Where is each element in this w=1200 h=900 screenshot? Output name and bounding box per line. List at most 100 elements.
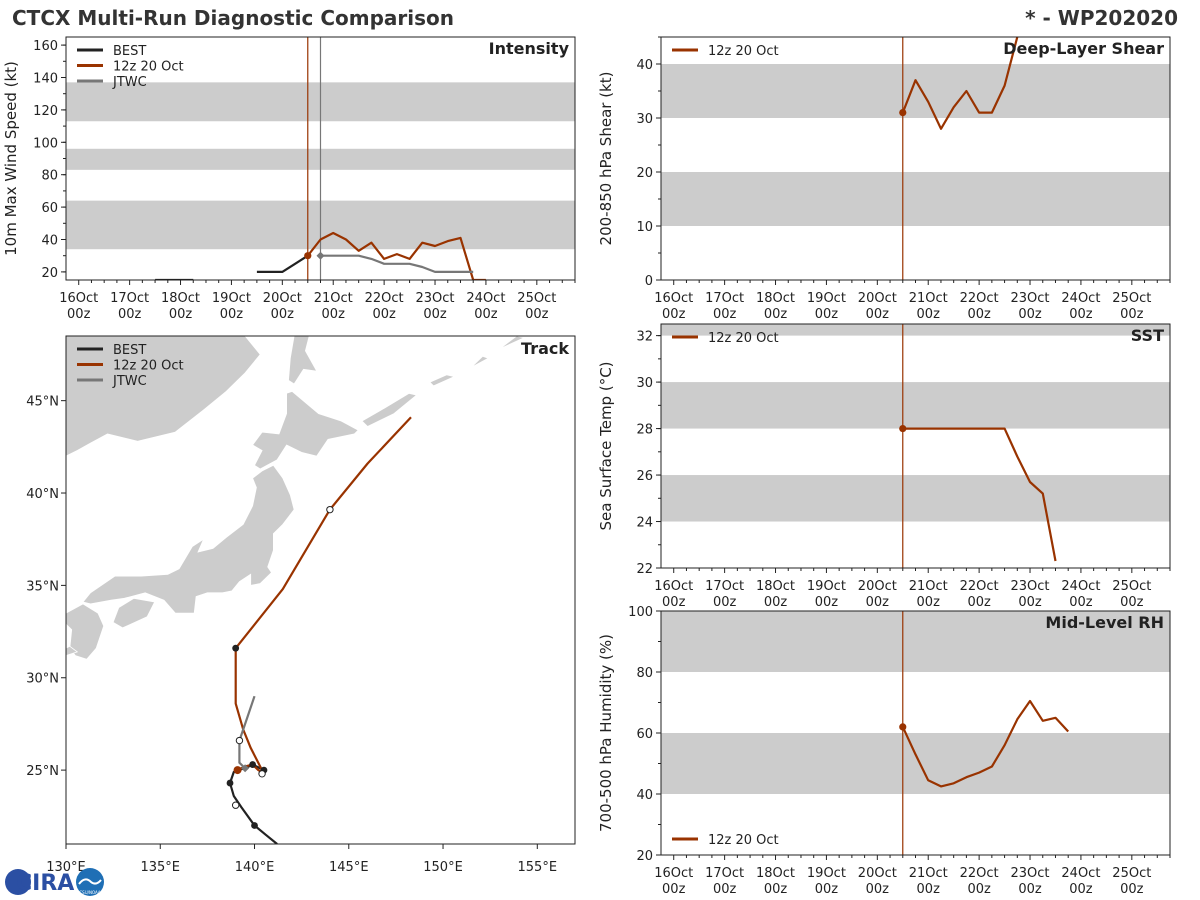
sst-title: SST [1131, 326, 1164, 345]
shear-ytick-label: 20 [636, 166, 653, 181]
sst-frame [660, 323, 1171, 569]
logo-wave-icon [78, 878, 102, 885]
rh-legend-label: 12z 20 Oct [708, 833, 779, 848]
track-point-open [235, 736, 244, 745]
sst-xtick-hour: 00z [1069, 595, 1093, 610]
intensity-xtick-hour: 00z [525, 307, 549, 322]
track-point-open [326, 505, 334, 514]
sst-marker-12z-20-oct [899, 424, 907, 433]
shear-xtick-hour: 00z [815, 307, 839, 322]
track-point-filled [251, 822, 258, 829]
sst-xtick-day: 22Oct [960, 579, 999, 594]
sst-xtick-day: 24Oct [1061, 579, 1100, 594]
kurils-shape [361, 392, 418, 427]
rh-xtick-hour: 00z [764, 882, 788, 897]
intensity-panel: 20 40 60 80 100 120 140 160 10m Max Wind Speed (… [2, 36, 576, 322]
intensity-xtick-hour: 00z [271, 307, 295, 322]
track-ytick-label: 30°N [26, 672, 59, 687]
intensity-legend-label: JTWC [112, 75, 147, 90]
intensity-xtick-hour: 00z [169, 307, 193, 322]
track-panel: 130°E 135°E 140°E 145°E 150°E 155°E 25°N 30°N 35… [26, 335, 576, 875]
shear-xtick-day: 17Oct [705, 291, 744, 306]
shear-xtick-day: 19Oct [807, 291, 846, 306]
shikoku-shape [112, 597, 156, 629]
figure-title: CTCX Multi-Run Diagnostic Comparison [12, 6, 454, 30]
intensity-legend-label: BEST [113, 44, 146, 59]
sst-ytick-label: 30 [636, 376, 653, 391]
shear-xtick-day: 21Oct [909, 291, 948, 306]
intensity-marker-jtwc [316, 251, 325, 260]
shear-xtick-hour: 00z [713, 307, 737, 322]
track-title: Track [521, 339, 569, 358]
rh-xtick-day: 23Oct [1011, 866, 1050, 881]
sst-xtick-hour: 00z [764, 595, 788, 610]
track-xtick-label: 130°E [46, 860, 86, 875]
intensity-xtick-hour: 00z [474, 307, 498, 322]
track-marker-jtwc [241, 764, 250, 773]
intensity-ytick-label: 60 [41, 201, 58, 216]
sst-band [661, 382, 1170, 429]
track-point-open [231, 801, 240, 809]
land-group [66, 336, 526, 660]
intensity-ytick-label: 120 [33, 104, 58, 119]
kuril-island-shape [429, 374, 456, 387]
sst-ytick-label: 26 [636, 469, 653, 484]
track-point-open [258, 770, 266, 778]
shear-xtick-day: 16Oct [654, 291, 693, 306]
rh-xtick-hour: 00z [1018, 882, 1042, 897]
cira-logo: CIRA CSU/NOAA [5, 868, 104, 896]
sst-xtick-day: 19Oct [807, 579, 846, 594]
track-point-filled [226, 779, 234, 787]
track-xtick-label: 145°E [329, 860, 369, 875]
rh-xtick-day: 17Oct [705, 866, 744, 881]
rh-xtick-day: 21Oct [909, 866, 948, 881]
rh-ytick-label: 60 [636, 727, 653, 742]
track-ytick-label: 35°N [26, 579, 59, 594]
shear-band [661, 172, 1170, 226]
rh-panel: 20 40 60 80 100 700-500 hPa Humidity (%) 16Oct… [597, 605, 1171, 897]
intensity-series-12z-20-oct [306, 231, 486, 280]
logo-text: CIRA [16, 871, 74, 896]
shear-marker-12z-20-oct [899, 109, 907, 117]
rh-xtick-day: 24Oct [1061, 866, 1100, 881]
track-xtick-label: 135°E [140, 860, 180, 875]
rh-xtick-hour: 00z [1120, 882, 1144, 897]
shear-series-12z-20-oct [901, 37, 1019, 130]
honshu-shape [82, 464, 295, 614]
sst-xtick-day: 18Oct [756, 579, 795, 594]
track-legend-label: JTWC [112, 374, 147, 389]
intensity-xtick-day: 24Oct [466, 291, 505, 306]
rh-xtick-day: 22Oct [960, 866, 999, 881]
rh-xtick-day: 25Oct [1112, 866, 1151, 881]
rh-xtick-hour: 00z [866, 882, 890, 897]
intensity-ytick-label: 100 [33, 136, 58, 151]
shear-xtick-hour: 00z [764, 307, 788, 322]
shear-xtick-hour: 00z [967, 307, 991, 322]
shear-ylabel: 200-850 hPa Shear (kt) [597, 72, 615, 246]
intensity-legend-label: 12z 20 Oct [113, 60, 184, 75]
track-frame [65, 335, 576, 845]
sakhalin-shape [288, 336, 318, 385]
rh-xtick-hour: 00z [917, 882, 941, 897]
intensity-xtick-day: 25Oct [517, 291, 556, 306]
intensity-series-best [256, 254, 309, 273]
sst-xtick-hour: 00z [866, 595, 890, 610]
shear-xtick-day: 23Oct [1011, 291, 1050, 306]
intensity-title: Intensity [489, 39, 570, 58]
track-point-filled [232, 644, 240, 652]
rh-series-group [901, 699, 1070, 788]
intensity-series-jtwc [320, 254, 474, 273]
sst-legend-label: 12z 20 Oct [708, 331, 779, 346]
track-point-filled [249, 761, 257, 768]
rh-xtick-hour: 00z [662, 882, 686, 897]
intensity-xtick-day: 21Oct [314, 291, 353, 306]
rh-ylabel: 700-500 hPa Humidity (%) [597, 634, 615, 832]
intensity-ytick-label: 160 [33, 39, 58, 54]
shear-xtick-hour: 00z [866, 307, 890, 322]
rh-xtick-hour: 00z [967, 882, 991, 897]
mainland-shape [66, 336, 261, 457]
intensity-xtick-hour: 00z [118, 307, 142, 322]
rh-xtick-hour: 00z [1069, 882, 1093, 897]
